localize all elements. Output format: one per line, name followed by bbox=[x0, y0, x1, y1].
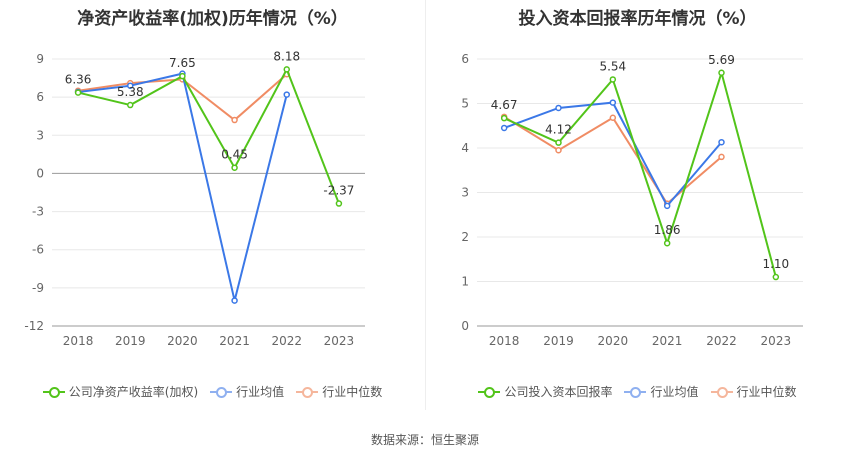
series-line-0 bbox=[77, 67, 340, 204]
x-tick-label: 2020 bbox=[167, 334, 198, 348]
y-tick-label: 3 bbox=[36, 128, 44, 142]
legend-item-industry-median[interactable]: 行业中位数 bbox=[710, 383, 797, 400]
data-point bbox=[500, 114, 508, 122]
data-point bbox=[772, 273, 780, 281]
data-label: 4.12 bbox=[545, 123, 572, 137]
data-point bbox=[555, 146, 562, 154]
data-point bbox=[74, 89, 82, 96]
roe-chart-panel: 净资产收益率(加权)历年情况（%） 9 6 3 0 -3 -6 -9 -12 2018 2019 2… bbox=[0, 0, 425, 420]
y-tick-label: 2 bbox=[461, 230, 469, 244]
y-tick-label: -12 bbox=[24, 319, 44, 333]
panel-divider bbox=[425, 0, 426, 410]
legend-line-icon bbox=[296, 386, 319, 398]
y-tick-label: 5 bbox=[461, 97, 469, 111]
data-point bbox=[718, 153, 725, 161]
data-point bbox=[718, 69, 725, 77]
legend-label: 公司投入资本回报率 bbox=[504, 385, 613, 399]
y-tick-label: 4 bbox=[461, 141, 469, 155]
legend-item-industry-mean[interactable]: 行业均值 bbox=[624, 383, 699, 400]
data-label: 4.67 bbox=[491, 98, 518, 112]
data-point bbox=[127, 101, 134, 109]
y-tick-label: -3 bbox=[32, 205, 44, 219]
legend-label: 行业均值 bbox=[236, 385, 285, 399]
x-tick-label: 2018 bbox=[63, 334, 94, 348]
x-tick-label: 2023 bbox=[761, 334, 792, 348]
data-point bbox=[718, 138, 725, 146]
data-point bbox=[663, 239, 671, 247]
y-tick-label: -6 bbox=[32, 243, 44, 257]
x-tick-label: 2019 bbox=[115, 334, 146, 348]
data-label: 5.38 bbox=[117, 85, 144, 99]
roe-chart-title: 净资产收益率(加权)历年情况（%） bbox=[77, 9, 348, 29]
x-tick-label: 2021 bbox=[652, 334, 683, 348]
y-tick-label: 3 bbox=[461, 186, 469, 200]
data-label: 1.10 bbox=[762, 257, 789, 271]
data-point bbox=[283, 66, 290, 73]
data-point bbox=[609, 76, 617, 83]
data-point bbox=[663, 202, 671, 210]
data-source-note: 数据来源：恒生聚源 bbox=[370, 433, 479, 447]
data-point bbox=[335, 200, 343, 207]
legend-item-industry-mean[interactable]: 行业均值 bbox=[210, 383, 284, 400]
legend-label: 行业中位数 bbox=[736, 385, 797, 399]
data-point bbox=[555, 139, 562, 146]
series-line-0 bbox=[503, 69, 777, 278]
data-point bbox=[609, 114, 617, 121]
x-tick-label: 2019 bbox=[543, 334, 574, 348]
legend-line-icon bbox=[710, 386, 733, 398]
roe-legend: 公司净资产收益率(加权) 行业均值 行业中位数 bbox=[0, 383, 425, 400]
legend-item-industry-median[interactable]: 行业中位数 bbox=[296, 383, 382, 400]
y-tick-label: 0 bbox=[36, 166, 44, 180]
data-point bbox=[231, 164, 238, 171]
roe-line-chart: 9 6 3 0 -3 -6 -9 -12 2018 2019 2020 2021 2022 2023 6.3… bbox=[24, 49, 365, 348]
legend-label: 公司净资产收益率(加权) bbox=[68, 385, 199, 399]
data-label: 6.36 bbox=[65, 73, 92, 87]
y-tick-label: 6 bbox=[461, 52, 469, 66]
data-point bbox=[555, 104, 562, 112]
legend-line-icon bbox=[210, 386, 233, 398]
legend-label: 行业均值 bbox=[650, 385, 699, 399]
data-label: 5.54 bbox=[599, 59, 626, 73]
legend-line-icon bbox=[624, 386, 647, 398]
data-point bbox=[231, 297, 238, 304]
x-tick-label: 2023 bbox=[324, 334, 355, 348]
legend-line-icon bbox=[42, 386, 65, 398]
x-tick-label: 2021 bbox=[219, 334, 250, 348]
legend-label: 行业中位数 bbox=[322, 385, 383, 399]
legend-line-icon bbox=[478, 386, 501, 398]
roic-legend: 公司投入资本回报率 行业均值 行业中位数 bbox=[425, 383, 850, 400]
y-tick-label: 6 bbox=[36, 90, 44, 104]
legend-item-company-roe[interactable]: 公司净资产收益率(加权) bbox=[42, 383, 199, 400]
data-point bbox=[231, 116, 238, 124]
roic-chart-title: 投入资本回报率历年情况（%） bbox=[518, 9, 757, 29]
x-tick-label: 2022 bbox=[706, 334, 737, 348]
series-line-2 bbox=[503, 115, 723, 206]
data-point bbox=[283, 91, 290, 98]
legend-item-company-roic[interactable]: 公司投入资本回报率 bbox=[478, 383, 612, 400]
data-label: 7.65 bbox=[169, 56, 196, 70]
data-label: 5.69 bbox=[708, 53, 735, 67]
data-label: -2.37 bbox=[323, 184, 354, 198]
x-tick-label: 2018 bbox=[489, 334, 520, 348]
roic-line-chart: 6 5 4 3 2 1 0 2018 2019 2020 2021 2022 2023 4.67 4.12 5… bbox=[461, 52, 803, 348]
data-label: 8.18 bbox=[273, 49, 300, 63]
y-tick-label: 0 bbox=[461, 319, 469, 333]
data-label: 1.86 bbox=[654, 223, 681, 237]
data-point bbox=[609, 99, 617, 106]
series-line-1 bbox=[77, 72, 288, 301]
x-tick-label: 2022 bbox=[271, 334, 302, 348]
data-point bbox=[127, 82, 134, 89]
x-tick-label: 2020 bbox=[598, 334, 629, 348]
roic-chart-panel: 投入资本回报率历年情况（%） 6 5 4 3 2 1 0 2018 2019 2020 2021 20… bbox=[425, 0, 850, 420]
data-label: 0.45 bbox=[221, 148, 248, 162]
data-point bbox=[179, 72, 186, 80]
y-tick-label: 9 bbox=[36, 52, 44, 66]
y-tick-label: -9 bbox=[32, 281, 44, 295]
data-point bbox=[500, 124, 508, 132]
y-tick-label: 1 bbox=[461, 275, 469, 289]
